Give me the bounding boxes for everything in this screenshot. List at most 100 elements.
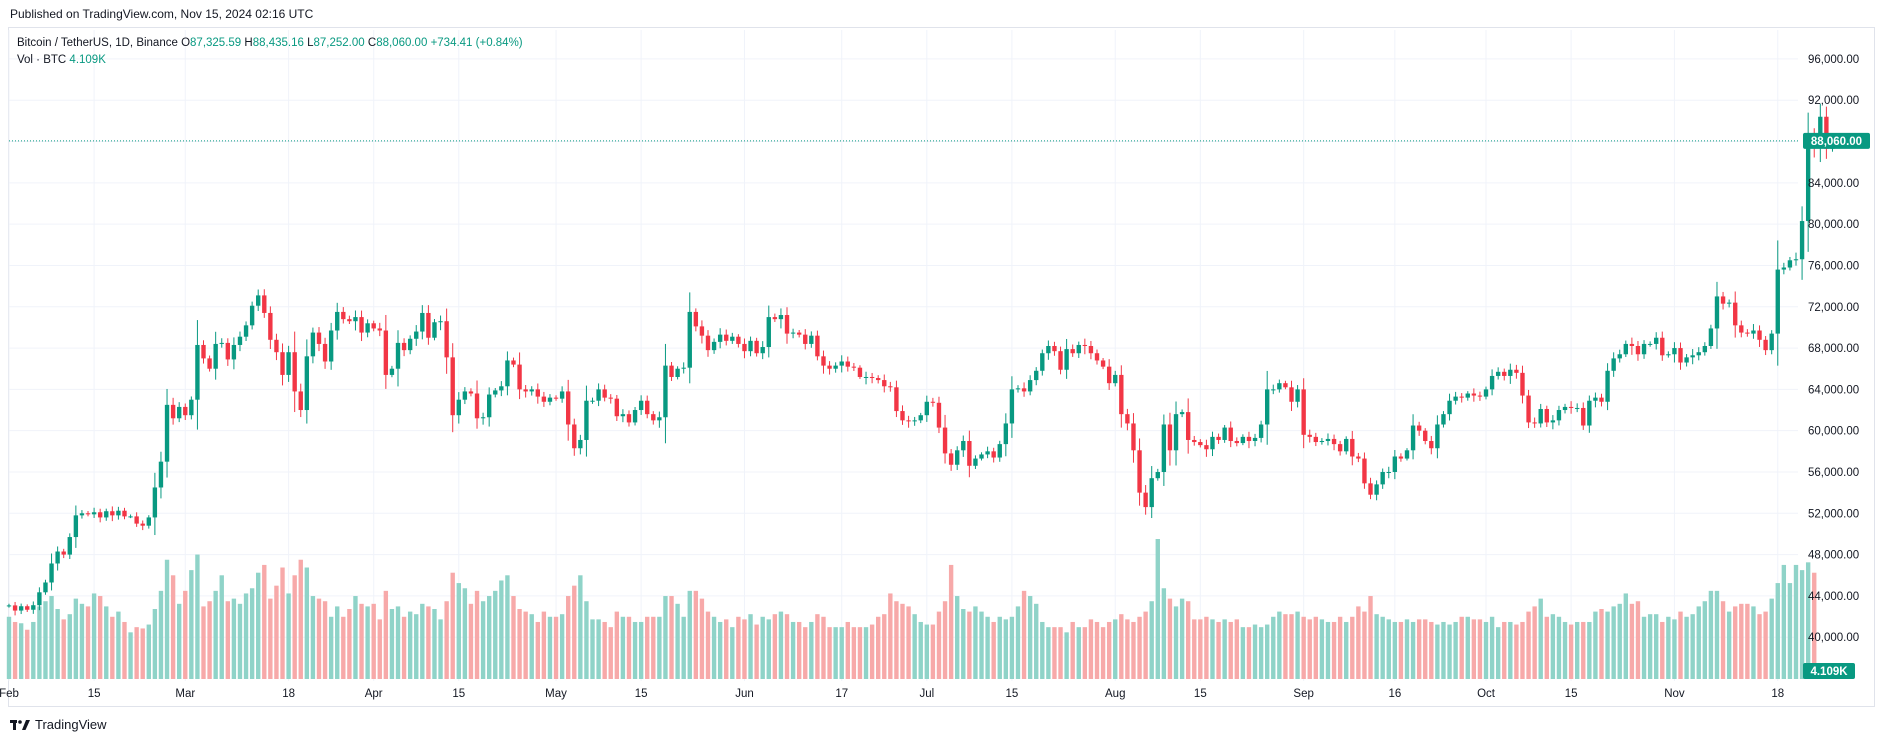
candle-body: [1574, 407, 1580, 409]
candle-body: [407, 338, 413, 351]
candle-body: [414, 331, 419, 339]
volume-bar: [541, 611, 547, 679]
volume-bar: [900, 603, 905, 679]
candle-body: [6, 605, 12, 607]
volume-bar: [1265, 624, 1270, 679]
volume-bar: [1228, 621, 1233, 679]
candle-body: [1034, 370, 1039, 381]
candle-body: [1714, 296, 1720, 329]
volume-bar: [347, 609, 352, 679]
candle-body: [1720, 296, 1726, 304]
candle-body: [225, 342, 231, 360]
volume-bar: [85, 606, 91, 679]
volume-bar: [1325, 621, 1331, 679]
candle-body: [468, 391, 474, 394]
x-tick-label: 15: [88, 688, 101, 700]
volume-bar: [590, 619, 595, 679]
volume-bar: [1733, 606, 1738, 679]
candle-body: [1489, 375, 1495, 390]
volume-bars: [6, 539, 1823, 679]
candle-body: [517, 364, 522, 390]
candle-body: [1313, 436, 1319, 443]
candle-body: [1769, 333, 1774, 351]
candle-body: [906, 420, 911, 422]
volume-bar: [675, 603, 680, 679]
candle-body: [1739, 325, 1744, 333]
candle-body: [420, 312, 425, 332]
candle-body: [1702, 346, 1708, 353]
candle-body: [1441, 414, 1446, 425]
volume-bar: [875, 616, 881, 679]
candle-body: [1027, 380, 1033, 392]
candle-body: [1325, 438, 1331, 442]
candle-body: [1550, 420, 1556, 423]
candle-body: [347, 319, 352, 322]
candle-body: [1544, 408, 1549, 423]
x-tick-label: Apr: [365, 688, 383, 700]
volume-bar: [1015, 606, 1021, 679]
candle-body: [1392, 456, 1398, 472]
candle-body: [638, 400, 644, 411]
candle-body: [322, 343, 328, 362]
candle-body: [839, 361, 844, 366]
x-tick-label: 15: [452, 688, 465, 700]
candle-body: [590, 400, 595, 402]
candle-body: [900, 411, 905, 421]
volume-bar: [882, 614, 887, 679]
candle-body: [894, 387, 899, 412]
candle-body: [432, 322, 437, 338]
candle-body: [1088, 346, 1094, 354]
footer[interactable]: TradingView: [10, 717, 107, 732]
volume-bar: [414, 614, 419, 679]
volume-bar: [1246, 627, 1252, 679]
candle-body: [614, 398, 620, 417]
volume-bar: [444, 601, 449, 679]
volume-bar: [474, 590, 480, 679]
volume-bar: [61, 619, 66, 679]
candle-body: [1058, 351, 1063, 370]
candle-body: [620, 414, 626, 417]
volume-bar: [1198, 619, 1203, 679]
volume-bar: [1441, 621, 1446, 679]
candle-body: [201, 344, 206, 359]
candle-body: [73, 515, 79, 538]
candle-body: [1757, 330, 1762, 340]
volume-bar: [262, 564, 267, 679]
candle-body: [924, 401, 930, 416]
candle-body: [955, 450, 960, 465]
candle-body: [693, 311, 699, 327]
candle-body: [1447, 400, 1452, 415]
candle-body: [1021, 388, 1027, 392]
candle-body: [195, 344, 200, 400]
volume-bar: [389, 609, 395, 679]
volume-bar: [1204, 616, 1209, 679]
volume-bar: [547, 616, 553, 679]
volume-bar: [1362, 611, 1367, 679]
candle-body: [985, 451, 990, 455]
volume-bar: [1082, 627, 1088, 679]
volume-bar: [1368, 596, 1373, 679]
candle-body: [875, 378, 881, 381]
candle-body: [1137, 450, 1142, 493]
volume-bar: [669, 596, 674, 679]
candle-body: [1556, 410, 1562, 421]
volume-bar: [1805, 562, 1811, 679]
candle-body: [438, 321, 443, 323]
y-tick-label: 76,000.00: [1808, 260, 1859, 272]
volume-bar: [304, 567, 310, 679]
volume-bar: [1611, 606, 1616, 679]
candle-body: [912, 420, 917, 422]
candle-body: [1587, 400, 1592, 426]
volume-bar: [170, 575, 176, 679]
candle-body: [1520, 372, 1525, 396]
candle-body: [1192, 439, 1197, 443]
candle-body: [140, 523, 145, 526]
candle-body: [505, 360, 510, 387]
volume-bar: [1222, 619, 1227, 679]
candle-body: [389, 368, 395, 375]
candle-body: [1173, 414, 1179, 451]
candle-body: [1635, 346, 1641, 355]
volume-bar: [1386, 619, 1391, 679]
volume-bar: [566, 596, 571, 679]
